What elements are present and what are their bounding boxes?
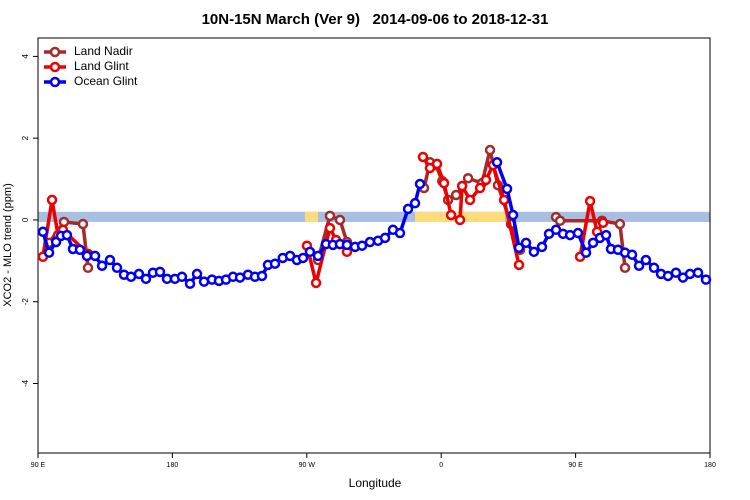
reference-band [38,211,710,222]
x-tick-label: 0 [439,462,443,469]
data-point [450,189,462,201]
data-point [584,195,596,207]
data-point [111,262,123,274]
data-point [82,262,94,274]
data-point [692,267,704,278]
legend-label: Land Glint [74,59,129,73]
legend-label: Ocean Glint [74,74,138,88]
data-point [587,237,599,249]
data-point [474,182,486,194]
legend-marker [49,61,61,73]
series-line [47,148,627,268]
y-tick-label: 0 [21,217,30,222]
data-point [580,247,592,258]
data-point [269,258,281,269]
data-point [133,268,145,280]
y-tick-label: 2 [21,135,30,140]
data-point [484,144,496,156]
data-point [37,226,49,238]
data-point [626,249,638,260]
y-tick-label: -2 [21,298,30,306]
x-tick-label: 180 [704,462,716,469]
data-point [536,241,548,253]
data-point [614,218,626,230]
data-point [356,240,368,251]
data-point [409,197,421,209]
data-point [528,246,540,258]
legend-label: Land Nadir [74,44,133,58]
data-point [324,222,336,234]
y-tick-label: 4 [21,54,30,59]
data-point [640,254,652,266]
data-point [304,246,316,258]
x-tick-label: 180 [167,462,179,469]
data-point [462,172,474,184]
legend-marker [49,76,61,88]
data-point [61,229,73,241]
data-point [104,254,116,266]
data-point [600,229,612,241]
data-point [414,178,426,190]
data-point [513,242,525,253]
plot-frame [37,37,711,454]
data-point [456,180,468,192]
data-point [684,268,696,280]
data-point [700,274,712,285]
data-point [364,236,376,248]
data-point [513,259,525,271]
y-axis-label: XCO2 - MLO trend (ppm) [2,183,14,306]
data-point [140,273,152,285]
data-point [297,252,309,264]
data-point [74,244,86,256]
band-highlight [305,211,318,222]
x-axis-label: Longitude [349,476,402,490]
data-point [334,214,346,226]
x-tick-label: 90 W [299,462,316,469]
data-point [501,183,513,195]
x-tick-label: 90 E [568,462,583,469]
data-point [341,239,353,251]
data-point [176,271,188,283]
data-point [670,267,682,278]
data-point [77,218,89,230]
legend-marker [49,46,61,58]
data-point [81,250,93,262]
y-tick-label: -4 [21,379,30,387]
x-tick-label: 90 E [31,462,46,469]
data-point [256,270,268,282]
data-point [417,151,429,163]
data-point [46,194,58,206]
data-point [633,260,645,271]
data-point [184,278,196,289]
data-point [464,194,476,206]
data-point [507,209,519,221]
data-point [89,250,101,262]
data-point [648,262,660,274]
data-point [572,227,584,239]
data-point [520,237,532,249]
data-point [310,277,322,289]
data-point [480,174,492,186]
data-point [454,214,466,226]
data-point [96,260,108,271]
data-point [312,250,324,262]
data-point [154,266,166,278]
data-point [438,177,450,189]
data-point [445,209,457,221]
data-point [394,227,406,239]
data-point [498,194,510,206]
data-point [324,210,336,222]
data-point [43,247,55,258]
data-point [402,203,414,215]
data-point [597,217,609,229]
data-point [379,232,391,244]
data-point [191,268,203,280]
chart-title: 10N-15N March (Ver 9) 2014-09-06 to 2018… [202,11,549,28]
data-point [431,158,443,170]
data-point [491,157,503,168]
data-point [554,215,566,227]
data-point [619,262,631,274]
